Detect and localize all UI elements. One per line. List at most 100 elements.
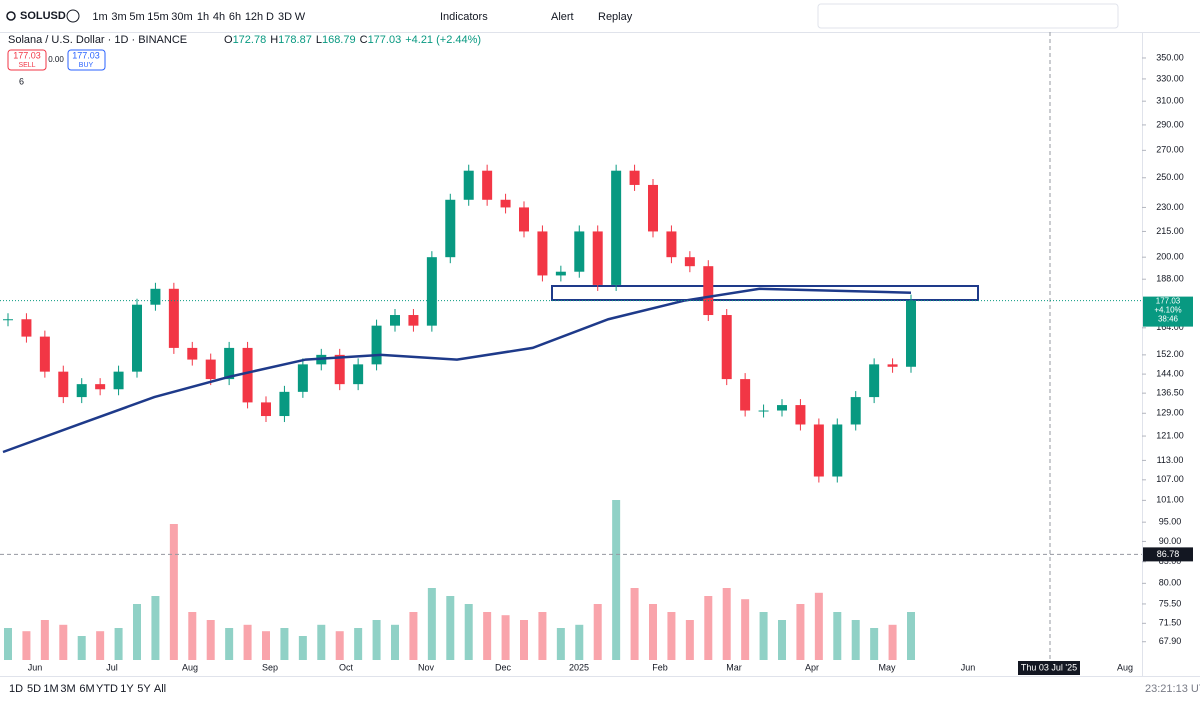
last-price-countdown: 38:46 xyxy=(1158,315,1179,324)
x-tick-label: Oct xyxy=(339,662,354,672)
symbol[interactable]: SOLUSD xyxy=(20,10,66,22)
interval[interactable]: 1m xyxy=(92,11,107,23)
ohlc-value: 168.79 xyxy=(322,34,356,46)
interval[interactable]: 1h xyxy=(197,11,209,23)
ohlc-change: +4.21 (+2.44%) xyxy=(405,34,481,46)
volume-bar xyxy=(262,631,270,660)
volume-bar xyxy=(575,624,584,660)
volume-bar xyxy=(280,628,289,660)
candle-body xyxy=(426,257,437,326)
x-tick-label: Dec xyxy=(495,662,512,672)
add-symbol[interactable] xyxy=(66,9,80,23)
y-tick-label: 129.00 xyxy=(1156,408,1184,418)
volume-bar xyxy=(243,624,252,660)
volume-bar xyxy=(759,612,768,660)
range-button[interactable]: 1M xyxy=(43,683,58,695)
interval[interactable]: 5m xyxy=(129,11,144,23)
x-tick-label: 2025 xyxy=(569,662,589,672)
volume-bar xyxy=(870,628,879,660)
range-button[interactable]: 1D xyxy=(9,683,23,695)
volume-bar xyxy=(538,612,547,660)
candle-body xyxy=(224,347,235,380)
volume-bar xyxy=(814,592,823,660)
range-button[interactable]: 5Y xyxy=(137,683,151,695)
spread: 0.00 xyxy=(48,55,64,64)
y-tick-label: 310.00 xyxy=(1156,96,1184,106)
candle-body xyxy=(408,315,419,326)
x-tick-label: Jul xyxy=(106,662,118,672)
volume-bar xyxy=(298,636,307,660)
volume-bar xyxy=(722,588,731,660)
y-tick-label: 80.00 xyxy=(1159,578,1182,588)
candle-body xyxy=(168,288,179,348)
candle-body xyxy=(648,184,658,232)
interval[interactable]: W xyxy=(295,11,306,23)
candle-body xyxy=(297,364,308,392)
candle-body xyxy=(187,347,198,360)
buy-label[interactable]: BUY xyxy=(79,62,94,69)
candle-body xyxy=(390,315,400,326)
ohlc-value: 172.78 xyxy=(233,34,267,46)
candle-body xyxy=(740,379,751,411)
volume-bar xyxy=(556,628,565,660)
candle-body xyxy=(482,170,493,200)
volume-bar xyxy=(667,612,676,660)
candle-body xyxy=(869,364,880,398)
clock: 23:21:13 UTC xyxy=(1145,683,1200,695)
candle-body xyxy=(592,231,603,285)
volume-bar xyxy=(59,624,68,660)
alert[interactable]: Alert xyxy=(551,11,574,23)
search-icon[interactable] xyxy=(6,11,16,21)
volume-bar xyxy=(685,620,694,660)
range-button[interactable]: 3M xyxy=(60,683,75,695)
interval[interactable]: 30m xyxy=(171,11,192,23)
y-tick-label: 71.50 xyxy=(1159,618,1182,628)
y-tick-label: 250.00 xyxy=(1156,172,1184,182)
range-button[interactable]: YTD xyxy=(96,683,118,695)
volume-bar xyxy=(796,604,805,660)
interval[interactable]: 3m xyxy=(111,11,126,23)
x-tick-label: Nov xyxy=(418,662,435,672)
volume-bar xyxy=(464,604,473,660)
volume-bar xyxy=(704,596,713,660)
range-button[interactable]: All xyxy=(154,683,166,695)
buy-button[interactable] xyxy=(67,49,106,71)
sell-button[interactable] xyxy=(7,49,47,71)
interval[interactable]: 4h xyxy=(213,11,225,23)
x-tick-label: Thu 03 Jul '25 xyxy=(1021,662,1077,672)
replay[interactable]: Replay xyxy=(598,11,633,23)
y-tick-label: 350.00 xyxy=(1156,52,1184,62)
candle-body xyxy=(537,231,548,276)
volume-bar xyxy=(446,596,455,660)
sell-label[interactable]: SELL xyxy=(18,62,35,69)
ohlc-value: 177.03 xyxy=(368,34,402,46)
sell-price[interactable]: 177.03 xyxy=(13,50,41,60)
indicator-count[interactable]: 6 xyxy=(19,76,24,86)
interval[interactable]: 15m xyxy=(147,11,168,23)
y-tick-label: 188.00 xyxy=(1156,274,1184,284)
x-tick-label: Jun xyxy=(28,662,43,672)
x-tick-label: Feb xyxy=(652,662,668,672)
volume-bar xyxy=(22,631,31,660)
candle-body xyxy=(684,257,695,267)
drawn-rectangle[interactable] xyxy=(551,285,979,301)
x-tick-label: Mar xyxy=(726,662,742,672)
candle-body xyxy=(205,359,216,380)
volume-bar xyxy=(40,620,49,660)
range-button[interactable]: 5D xyxy=(27,683,41,695)
interval[interactable]: 12h xyxy=(245,11,263,23)
candle-body xyxy=(850,397,861,425)
interval[interactable]: 3D xyxy=(278,11,292,23)
volume-bar xyxy=(391,624,399,660)
volume-bar xyxy=(593,604,602,660)
indicators[interactable]: Indicators xyxy=(440,11,488,23)
candle-body xyxy=(463,170,474,200)
drawing-toolbar[interactable] xyxy=(817,3,1119,29)
interval[interactable]: 6h xyxy=(229,11,241,23)
range-button[interactable]: 1Y xyxy=(120,683,134,695)
x-tick-label: Sep xyxy=(262,662,278,672)
buy-price[interactable]: 177.03 xyxy=(72,50,100,60)
interval[interactable]: D xyxy=(266,11,274,23)
range-button[interactable]: 6M xyxy=(79,683,94,695)
